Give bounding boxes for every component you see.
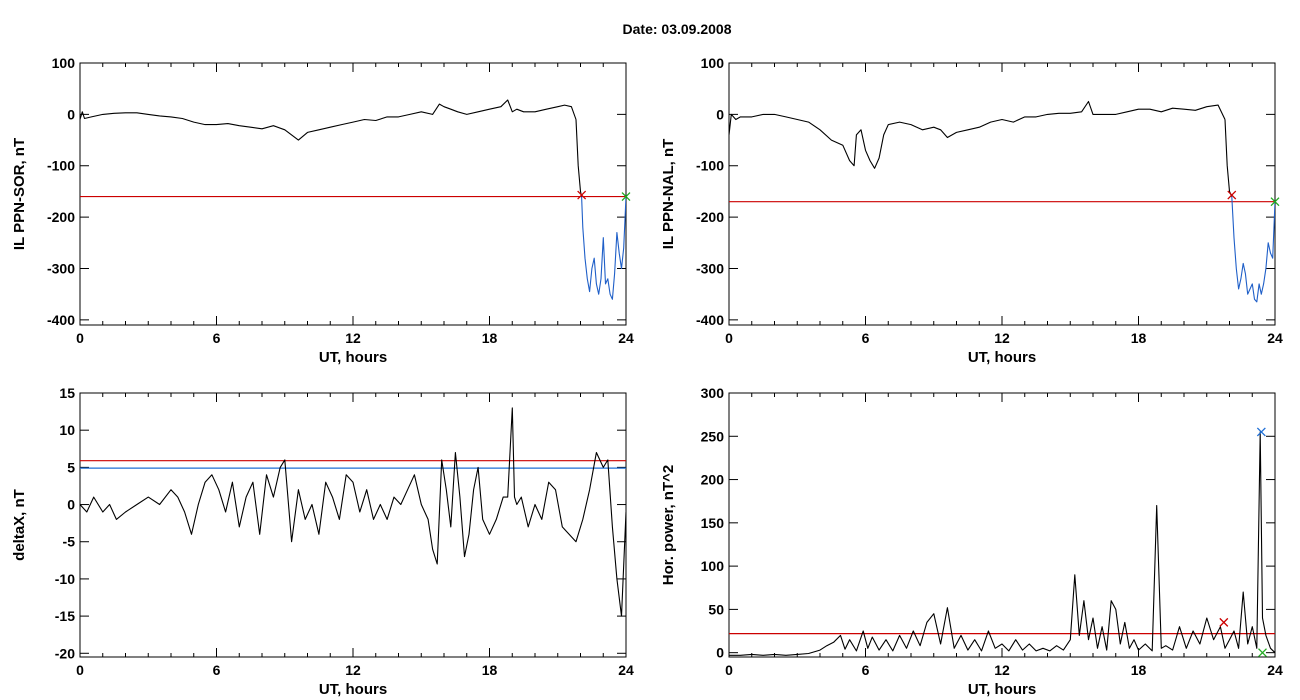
y-tick-label: 0	[716, 106, 724, 122]
x-tick-label: 0	[725, 662, 733, 678]
y-tick-label: 50	[708, 601, 724, 617]
x-tick-label: 12	[345, 662, 361, 678]
panel-il-ppn-sor: 0 6 12 18 24 100 0 -100 -200 -300 -400 UT, hours IL …	[11, 55, 634, 366]
y-tick-label: 5	[67, 459, 75, 475]
y-axis-label: IL PPN-NAL, nT	[660, 139, 677, 250]
plot-area	[729, 431, 1275, 656]
plot-area	[80, 407, 626, 617]
y-tick-label: -200	[696, 209, 724, 225]
panel-il-ppn-nal: 0 6 12 18 24 100 0 -100 -200 -300 -400 UT, hours IL …	[660, 55, 1283, 366]
y-tick-label: -300	[47, 260, 75, 276]
y-tick-label: -15	[55, 608, 75, 624]
series-line-black	[575, 119, 583, 197]
plot-frame	[79, 62, 627, 326]
plot-frame	[79, 392, 627, 658]
x-tick-label: 24	[1267, 662, 1283, 678]
y-tick-label: 100	[52, 55, 76, 71]
x-tick-label: 18	[1131, 662, 1147, 678]
x-tick-label: 24	[1267, 330, 1283, 346]
series-line-black	[1224, 119, 1233, 197]
y-tick-label: 100	[701, 558, 725, 574]
x-tick-label: 12	[345, 330, 361, 346]
series-line-black	[80, 99, 577, 141]
series-line-black	[729, 431, 1275, 656]
plot-frame	[728, 392, 1276, 658]
series-line-blue	[1231, 196, 1275, 303]
y-tick-label: -300	[696, 260, 724, 276]
series-line-black	[729, 100, 1226, 169]
y-tick-label: 300	[701, 385, 725, 401]
x-tick-label: 0	[76, 330, 84, 346]
x-tick-label: 12	[994, 662, 1010, 678]
marker-green	[1270, 197, 1280, 207]
y-tick-label: 10	[59, 422, 75, 438]
y-tick-label: -5	[63, 534, 76, 550]
x-tick-label: 6	[862, 330, 870, 346]
y-tick-label: -400	[47, 312, 75, 328]
y-tick-label: -100	[696, 158, 724, 174]
x-tick-label: 6	[213, 330, 221, 346]
y-tick-label: -20	[55, 645, 75, 661]
x-tick-label: 18	[482, 662, 498, 678]
marker-red	[577, 190, 587, 200]
y-axis-label: deltaX, nT	[11, 489, 28, 561]
panel-deltax: 0 6 12 18 24 15 10 5 0 -5 -10 -15 -20 UT, hours deltaX…	[11, 385, 634, 698]
x-axis-label: UT, hours	[968, 681, 1036, 698]
x-axis-label: UT, hours	[319, 681, 387, 698]
y-tick-label: 200	[701, 472, 725, 488]
x-tick-label: 18	[482, 330, 498, 346]
x-tick-label: 6	[213, 662, 221, 678]
marker-green	[1258, 648, 1267, 658]
y-axis-label: Hor. power, nT^2	[660, 465, 677, 585]
y-tick-label: -400	[696, 312, 724, 328]
panel-hor-power: 0 6 12 18 24 300 250 200 150 100 50 0 UT, hours Hor. …	[660, 385, 1283, 698]
x-tick-label: 6	[862, 662, 870, 678]
plot-area	[80, 99, 626, 300]
marker-green	[621, 192, 631, 202]
x-tick-label: 12	[994, 330, 1010, 346]
y-tick-label: 250	[701, 428, 725, 444]
y-tick-label: 150	[701, 515, 725, 531]
x-tick-label: 0	[725, 330, 733, 346]
x-axis-label: UT, hours	[319, 349, 387, 366]
y-tick-label: 15	[59, 385, 75, 401]
y-tick-label: -10	[55, 571, 75, 587]
plot-frame	[728, 62, 1276, 326]
marker-red	[1219, 617, 1229, 627]
x-tick-label: 18	[1131, 330, 1147, 346]
y-tick-label: 0	[716, 645, 724, 661]
series-line-blue	[581, 196, 626, 300]
plot-area	[729, 100, 1275, 303]
y-tick-label: 0	[67, 497, 75, 513]
y-tick-label: 100	[701, 55, 725, 71]
x-tick-label: 24	[618, 330, 634, 346]
series-line-black	[80, 407, 626, 617]
x-tick-label: 24	[618, 662, 634, 678]
marker-red	[1227, 190, 1237, 200]
y-tick-label: 0	[67, 106, 75, 122]
y-tick-label: -100	[47, 158, 75, 174]
y-axis-label: IL PPN-SOR, nT	[11, 138, 28, 250]
figure-title: Date: 03.09.2008	[623, 21, 732, 37]
marker-blue	[1256, 427, 1266, 437]
x-axis-label: UT, hours	[968, 349, 1036, 366]
y-tick-label: -200	[47, 209, 75, 225]
x-tick-label: 0	[76, 662, 84, 678]
